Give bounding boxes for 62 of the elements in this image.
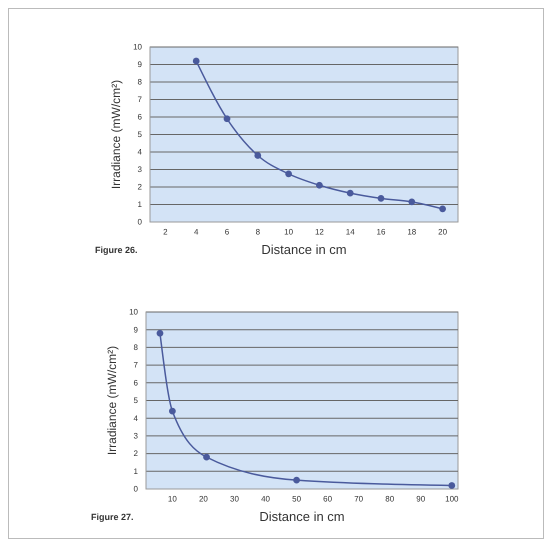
y-tick-label: 10	[129, 308, 139, 317]
x-tick-label: 20	[198, 494, 208, 504]
x-tick-label: 14	[346, 228, 356, 237]
y-tick-label: 8	[138, 78, 143, 87]
y-tick-label: 9	[138, 60, 143, 70]
y-tick-label: 8	[134, 342, 139, 352]
point	[203, 454, 210, 461]
point	[293, 476, 300, 484]
x-tick-label: 20	[438, 228, 448, 237]
y-tick-label: 6	[134, 378, 139, 388]
x-tick-label: 40	[261, 494, 271, 504]
x-tick-label: 70	[354, 494, 364, 504]
x-tick-label: 60	[323, 494, 333, 504]
y-tick-label: 1	[134, 466, 139, 476]
caption: Figure 26.	[95, 245, 138, 255]
y-tick-label: 7	[138, 95, 143, 104]
y-tick-label: 9	[134, 325, 139, 334]
y-tick-label: 2	[138, 182, 143, 192]
point	[439, 205, 446, 212]
x-tick-label: 30	[230, 494, 240, 504]
x-tick-label: 10	[284, 228, 294, 237]
x-tick-label: 16	[376, 228, 386, 237]
x-tick-label: 50	[292, 494, 302, 504]
x-tick-label: 8	[256, 228, 261, 237]
y-tick-label: 10	[133, 42, 143, 52]
y-tick-label: 0	[134, 484, 139, 494]
y-tick-label: 3	[134, 431, 139, 440]
point	[285, 170, 292, 178]
x-axis-title: Distance in cm	[261, 242, 347, 257]
point	[156, 330, 164, 337]
x-tick-label: 6	[224, 228, 230, 237]
x-tick-label: 80	[385, 494, 395, 504]
y-tick-label: 6	[138, 112, 143, 122]
x-tick-label: 18	[407, 228, 417, 237]
y-tick-label: 1	[138, 200, 143, 210]
point	[169, 408, 176, 414]
point	[346, 190, 354, 197]
point	[378, 194, 384, 202]
y-tick-label: 4	[138, 148, 143, 157]
x-axis-title: Distance in cm	[259, 509, 345, 524]
x-tick-label: 4	[194, 228, 199, 237]
y-tick-label: 7	[134, 360, 139, 370]
x-tick-label: 10	[168, 494, 178, 504]
y-tick-label: 4	[134, 414, 139, 423]
x-tick-label: 12	[314, 228, 324, 237]
y-tick-label: 3	[138, 165, 143, 174]
point	[254, 152, 262, 159]
x-tick-label: 2	[163, 228, 168, 237]
x-tick-label: 100	[445, 494, 460, 504]
y-tick-label: 5	[134, 396, 139, 406]
y-tick-label: 2	[134, 449, 139, 458]
point	[448, 482, 456, 489]
point	[192, 58, 200, 64]
y-axis-title: Irradiance (mW/cm²)	[105, 346, 119, 456]
point	[316, 182, 323, 189]
y-tick-label: 0	[138, 218, 143, 227]
x-tick-label: 90	[416, 494, 426, 504]
y-tick-label: 5	[138, 130, 143, 140]
point	[408, 198, 416, 206]
point	[224, 115, 230, 122]
caption: Figure 27.	[91, 512, 134, 522]
y-axis-title: Irradiance (mW/cm²)	[109, 80, 123, 190]
